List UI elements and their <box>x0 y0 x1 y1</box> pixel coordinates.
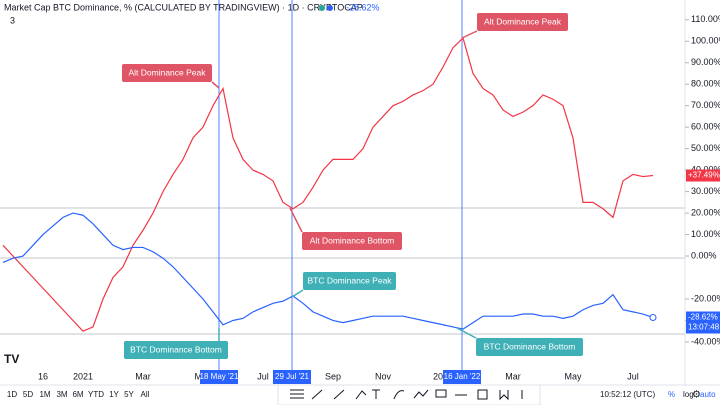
last-value-label: +37.49% <box>688 171 720 180</box>
marker-label: 16 Jan '22 <box>444 372 481 381</box>
status-dot <box>319 5 325 11</box>
callout-pointer <box>291 289 304 298</box>
marker-label-bg <box>273 370 311 384</box>
y-tick-label: 20.00% <box>691 207 720 217</box>
x-tick-label: Jul <box>627 371 639 381</box>
x-tick-label: 16 <box>38 371 48 381</box>
callout-box <box>122 64 212 82</box>
range-button[interactable]: 1M <box>39 390 50 399</box>
y-tick-label: 0.00% <box>691 250 717 260</box>
tv-logo: TV <box>4 352 19 366</box>
marker-label: 18 May '21 <box>200 372 239 381</box>
marker-label-bg <box>443 370 481 384</box>
x-tick-label: 2021 <box>73 371 93 381</box>
callout-text: BTC Dominance Bottom <box>130 344 222 354</box>
range-button[interactable]: 3M <box>56 390 67 399</box>
range-button[interactable]: 1D <box>7 390 17 399</box>
callout-box <box>124 341 228 359</box>
callout-text: Alt Dominance Peak <box>128 67 206 77</box>
y-tick-label: 40.00% <box>691 164 720 174</box>
series-line <box>2 36 654 332</box>
chart-title: Market Cap BTC Dominance, % (CALCULATED … <box>4 2 363 12</box>
status-dot <box>327 5 333 11</box>
y-tick-label: 90.00% <box>691 57 720 67</box>
x-tick-label: Mar <box>135 371 151 381</box>
countdown: 13:07:48 <box>688 323 720 332</box>
y-tick-label: 110.00% <box>691 14 720 24</box>
auto-toggle[interactable]: auto <box>700 390 716 399</box>
range-button[interactable]: 6M <box>72 390 83 399</box>
marker-label: 29 Jul '21 <box>275 372 310 381</box>
y-tick-label: -40.00% <box>691 336 720 346</box>
x-tick-label: Mar <box>505 371 521 381</box>
header-change: -28.62% <box>346 2 380 12</box>
last-point <box>649 314 657 322</box>
last-value-label: -28.62% <box>688 313 718 322</box>
callout-text: BTC Dominance Bottom <box>484 341 576 351</box>
tool-icon[interactable] <box>455 389 523 401</box>
callout-text: BTC Dominance Peak <box>307 275 392 285</box>
x-tick-label: Sep <box>325 371 341 381</box>
y-tick-label: -20.00% <box>691 293 720 303</box>
drawing-toolbar-bg <box>277 384 541 405</box>
callout-box <box>303 272 396 290</box>
drawing-toolbar[interactable] <box>277 384 541 405</box>
tool-icon[interactable] <box>290 389 304 399</box>
range-button[interactable]: 5D <box>23 390 33 399</box>
last-value-tag <box>686 311 720 334</box>
tool-icon[interactable] <box>435 389 447 398</box>
series-line <box>2 212 654 330</box>
callout-text: Alt Dominance Bottom <box>310 235 395 245</box>
y-tick-label: 30.00% <box>691 186 720 196</box>
y-tick-label: 50.00% <box>691 143 720 153</box>
x-tick-label: May <box>564 371 582 381</box>
callout-text: Alt Dominance Peak <box>484 16 562 26</box>
y-tick-label: 10.00% <box>691 229 720 239</box>
y-tick-label: 80.00% <box>691 79 720 89</box>
y-tick-label: 60.00% <box>691 122 720 132</box>
range-button[interactable]: 1Y <box>109 390 119 399</box>
indicator-count: 3 <box>10 15 15 25</box>
range-button[interactable]: All <box>141 390 150 399</box>
percent-toggle[interactable]: % <box>668 390 675 399</box>
clock: 10:52:12 (UTC) <box>600 390 655 399</box>
y-tick-label: 100.00% <box>691 36 720 46</box>
callout-box <box>477 13 568 31</box>
marker-label-bg <box>200 370 238 384</box>
range-button[interactable]: 5Y <box>124 390 134 399</box>
range-button[interactable]: YTD <box>88 390 104 399</box>
x-tick-label: Jul <box>257 371 269 381</box>
callout-box <box>302 232 402 250</box>
tool-icon[interactable] <box>311 389 429 400</box>
callout-box <box>476 338 583 356</box>
log-toggle[interactable]: log <box>683 390 694 399</box>
x-tick-label: Nov <box>375 371 392 381</box>
last-value-tag <box>686 169 720 182</box>
y-tick-label: 70.00% <box>691 100 720 110</box>
callout-pointer <box>211 81 220 89</box>
callout-pointer <box>456 327 477 339</box>
callout-pointer <box>289 207 303 233</box>
settings-icon[interactable]: ⚙ <box>692 390 701 401</box>
callout-pointer <box>461 30 478 39</box>
